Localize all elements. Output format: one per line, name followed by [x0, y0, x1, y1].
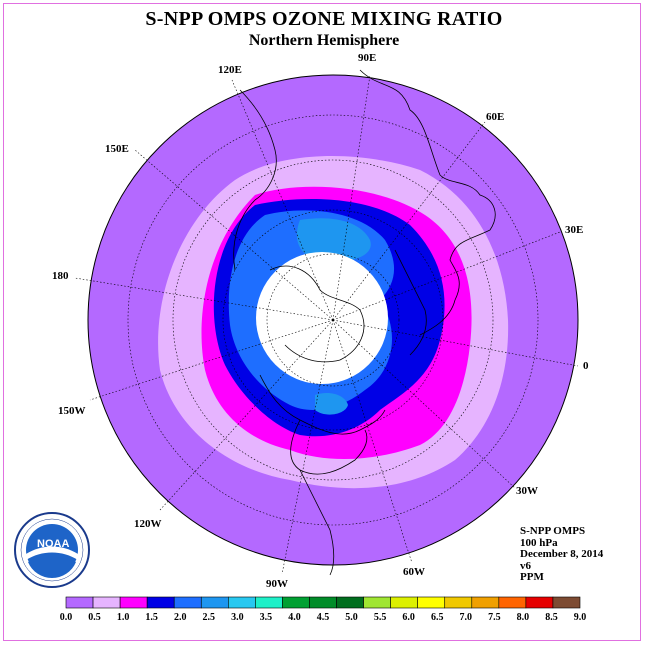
band-2.5-3.0-b	[315, 393, 348, 415]
colorbar-swatch	[363, 596, 391, 609]
colorbar-swatch	[444, 596, 473, 609]
colorbar-swatch	[173, 596, 202, 609]
colorbar-tick-label: 3.5	[260, 612, 273, 623]
info-units: PPM	[520, 571, 544, 583]
band-2.5-3.0	[296, 218, 371, 262]
lon-label-120w: 120W	[134, 518, 162, 530]
colorbar-swatch	[119, 596, 148, 609]
colorbar-tick-label: 6.5	[431, 612, 444, 623]
lon-label-60e: 60E	[486, 111, 504, 123]
lon-label-30e: 30E	[565, 224, 583, 236]
colorbar-swatch	[552, 596, 581, 609]
colorbar-swatch	[417, 596, 446, 609]
info-date: December 8, 2014	[520, 548, 604, 560]
figure-frame	[3, 3, 641, 641]
colorbar-tick-label: 8.5	[545, 612, 558, 623]
lon-label-120e: 120E	[218, 64, 242, 76]
colorbar-swatch	[498, 596, 527, 609]
lon-label-30w: 30W	[516, 485, 538, 497]
latitude-circles	[127, 114, 539, 526]
info-version: v6	[520, 559, 531, 572]
colorbar-tick-label: 7.0	[460, 612, 473, 623]
longitude-labels: 90E 60E 30E 0 30W 60W 90W 120W 150W 180 …	[52, 52, 589, 590]
noaa-logo: NOAA	[14, 512, 90, 588]
colorbar-swatch	[525, 596, 554, 609]
coastlines	[233, 69, 496, 576]
colorbar-tick-label: 6.0	[402, 612, 415, 623]
lon-label-60w: 60W	[403, 566, 425, 578]
colorbar-tick-label: 2.5	[203, 612, 216, 623]
colorbar-tick-label: 0.0	[60, 612, 73, 623]
colorbar-tick-label: 5.0	[345, 612, 358, 623]
colorbar-swatch	[309, 596, 337, 609]
lon-label-90e: 90E	[358, 52, 376, 64]
colorbar-tick-label: 1.0	[117, 612, 130, 623]
colorbar-tick-label: 0.5	[88, 612, 101, 623]
colorbar-swatch	[471, 596, 500, 609]
colorbar-swatch	[146, 596, 175, 609]
lon-label-150e: 150E	[105, 143, 129, 155]
info-block: S-NPP OMPS 100 hPa December 8, 2014 v6 P…	[520, 525, 604, 584]
colorbar-tick-label: 5.5	[374, 612, 387, 623]
colorbar-tick-label: 3.0	[231, 612, 244, 623]
colorbar-swatch	[200, 596, 229, 609]
colorbar-swatch	[228, 596, 256, 609]
colorbar: 0.0 0.5 1.0 1.5 2.0 2.5 3.0 3.5 4.0 4.5 5.0 5.5 6.0 6…	[60, 596, 587, 623]
lon-label-180: 180	[52, 270, 69, 282]
colorbar-tick-label: 2.0	[174, 612, 187, 623]
colorbar-tick-label: 7.5	[488, 612, 501, 623]
colorbar-tick-label: 4.5	[317, 612, 330, 623]
colorbar-tick-label: 4.0	[288, 612, 301, 623]
colorbar-tick-label: 9.0	[574, 612, 587, 623]
colorbar-swatch	[255, 596, 283, 609]
info-instrument: S-NPP OMPS	[520, 525, 586, 537]
colorbar-swatch	[65, 596, 94, 609]
map-boundary	[87, 74, 579, 566]
noaa-logo-text: NOAA	[37, 538, 69, 550]
meridians	[74, 74, 579, 575]
lon-label-0: 0	[583, 360, 589, 372]
colorbar-swatch	[390, 596, 418, 609]
map-subtitle: Northern Hemisphere	[248, 32, 400, 49]
lon-label-90w: 90W	[266, 578, 288, 590]
lon-label-150w: 150W	[58, 405, 86, 417]
info-level: 100 hPa	[520, 536, 558, 549]
colorbar-tick-label: 8.0	[517, 612, 530, 623]
colorbar-swatch	[92, 596, 121, 609]
colorbar-tick-label: 1.5	[145, 612, 158, 623]
colorbar-swatch	[282, 596, 310, 609]
colorbar-swatch	[336, 596, 364, 609]
map-title: S-NPP OMPS OZONE MIXING RATIO	[145, 8, 503, 30]
